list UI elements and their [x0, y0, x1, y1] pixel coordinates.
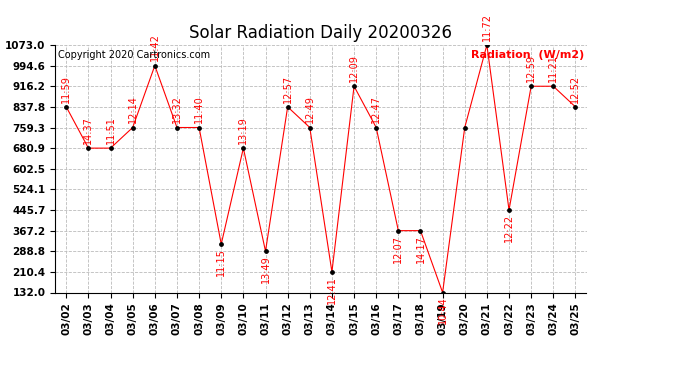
- Text: 11:15: 11:15: [216, 248, 226, 276]
- Point: [216, 241, 227, 247]
- Point: [526, 83, 537, 89]
- Point: [171, 124, 182, 130]
- Text: 14:37: 14:37: [83, 116, 93, 144]
- Point: [460, 124, 471, 130]
- Point: [149, 63, 160, 69]
- Text: Radiation  (W/m2): Radiation (W/m2): [471, 50, 584, 60]
- Point: [238, 145, 249, 151]
- Text: 13:49: 13:49: [261, 255, 270, 283]
- Text: 12:41: 12:41: [327, 276, 337, 304]
- Text: 11:42: 11:42: [150, 34, 160, 62]
- Text: 12:09: 12:09: [349, 54, 359, 82]
- Text: 12:49: 12:49: [305, 96, 315, 123]
- Title: Solar Radiation Daily 20200326: Solar Radiation Daily 20200326: [189, 24, 453, 42]
- Text: 14:17: 14:17: [415, 235, 426, 262]
- Text: Copyright 2020 Cartronics.com: Copyright 2020 Cartronics.com: [58, 50, 210, 60]
- Text: 12:14: 12:14: [128, 96, 138, 123]
- Point: [127, 124, 138, 130]
- Point: [415, 228, 426, 234]
- Point: [504, 207, 515, 213]
- Text: 12:57: 12:57: [283, 75, 293, 103]
- Text: 11:72: 11:72: [482, 13, 492, 41]
- Text: 12:59: 12:59: [526, 54, 536, 82]
- Point: [304, 124, 315, 130]
- Text: 11:40: 11:40: [194, 96, 204, 123]
- Text: 11:59: 11:59: [61, 75, 71, 103]
- Text: 11:51: 11:51: [106, 116, 115, 144]
- Text: 12:52: 12:52: [571, 75, 580, 103]
- Point: [482, 42, 493, 48]
- Point: [437, 290, 448, 296]
- Point: [371, 124, 382, 130]
- Point: [83, 145, 94, 151]
- Point: [393, 228, 404, 234]
- Point: [548, 83, 559, 89]
- Point: [105, 145, 116, 151]
- Point: [61, 104, 72, 110]
- Text: 11:21: 11:21: [549, 54, 558, 82]
- Text: 12:47: 12:47: [371, 95, 381, 123]
- Point: [326, 269, 337, 275]
- Text: 12:22: 12:22: [504, 214, 514, 242]
- Point: [260, 248, 271, 254]
- Point: [570, 104, 581, 110]
- Point: [194, 124, 205, 130]
- Text: 13:19: 13:19: [238, 116, 248, 144]
- Point: [348, 83, 359, 89]
- Point: [282, 104, 293, 110]
- Text: 10:44: 10:44: [437, 297, 448, 324]
- Text: 13:32: 13:32: [172, 96, 182, 123]
- Text: 12:07: 12:07: [393, 235, 404, 263]
